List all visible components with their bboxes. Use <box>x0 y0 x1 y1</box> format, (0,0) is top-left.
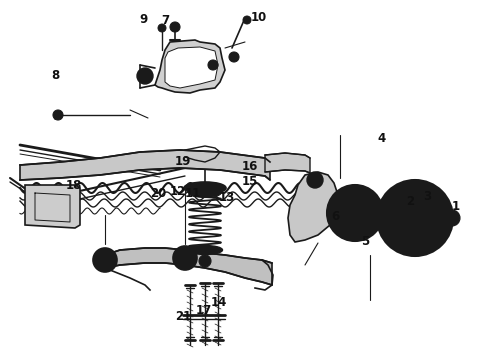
Text: 12: 12 <box>170 185 186 198</box>
Polygon shape <box>20 150 270 180</box>
Circle shape <box>170 22 180 32</box>
Text: 18: 18 <box>65 179 82 192</box>
Circle shape <box>385 188 445 248</box>
Ellipse shape <box>189 189 221 198</box>
Circle shape <box>307 172 323 188</box>
Text: 3: 3 <box>423 190 431 203</box>
Circle shape <box>199 255 211 267</box>
Text: 1: 1 <box>452 201 460 213</box>
Circle shape <box>335 193 375 233</box>
Circle shape <box>393 196 437 240</box>
Circle shape <box>208 60 218 70</box>
Text: 21: 21 <box>174 310 191 323</box>
Text: 9: 9 <box>139 13 147 26</box>
Circle shape <box>158 24 166 32</box>
Circle shape <box>408 211 422 225</box>
Circle shape <box>173 25 177 29</box>
Polygon shape <box>288 172 338 242</box>
Text: 15: 15 <box>242 175 258 188</box>
Polygon shape <box>155 40 225 93</box>
Text: 6: 6 <box>332 210 340 222</box>
Circle shape <box>444 210 460 226</box>
Text: 8: 8 <box>51 69 59 82</box>
Circle shape <box>377 180 453 256</box>
Circle shape <box>182 256 188 261</box>
Circle shape <box>202 258 207 264</box>
Circle shape <box>144 75 147 77</box>
Text: 5: 5 <box>361 235 369 248</box>
Text: 4: 4 <box>377 132 385 145</box>
Circle shape <box>350 208 360 218</box>
Circle shape <box>137 68 153 84</box>
Circle shape <box>179 252 191 264</box>
Text: 13: 13 <box>219 191 235 204</box>
Text: 11: 11 <box>185 187 201 200</box>
Circle shape <box>211 63 215 67</box>
Circle shape <box>99 254 111 266</box>
Polygon shape <box>165 47 218 88</box>
Text: 14: 14 <box>211 296 227 309</box>
Circle shape <box>173 246 197 270</box>
Text: 2: 2 <box>407 195 415 208</box>
Circle shape <box>343 201 367 225</box>
Polygon shape <box>25 185 80 228</box>
Circle shape <box>232 55 236 59</box>
Text: 16: 16 <box>242 160 258 173</box>
Text: 20: 20 <box>150 187 167 200</box>
Circle shape <box>141 72 149 80</box>
Ellipse shape <box>184 182 226 194</box>
Circle shape <box>383 207 397 221</box>
Circle shape <box>243 16 251 24</box>
Text: 10: 10 <box>250 11 267 24</box>
Circle shape <box>229 52 239 62</box>
Circle shape <box>53 110 63 120</box>
Circle shape <box>449 215 455 221</box>
Circle shape <box>387 211 393 217</box>
Circle shape <box>93 248 117 272</box>
Circle shape <box>327 185 383 241</box>
Ellipse shape <box>403 205 411 219</box>
Ellipse shape <box>188 246 222 255</box>
Text: 19: 19 <box>174 155 191 168</box>
Polygon shape <box>105 248 272 285</box>
Circle shape <box>102 257 107 262</box>
Polygon shape <box>265 153 310 173</box>
Text: 17: 17 <box>195 304 212 317</box>
Circle shape <box>312 176 318 184</box>
Text: 7: 7 <box>162 14 170 27</box>
Circle shape <box>401 204 429 232</box>
